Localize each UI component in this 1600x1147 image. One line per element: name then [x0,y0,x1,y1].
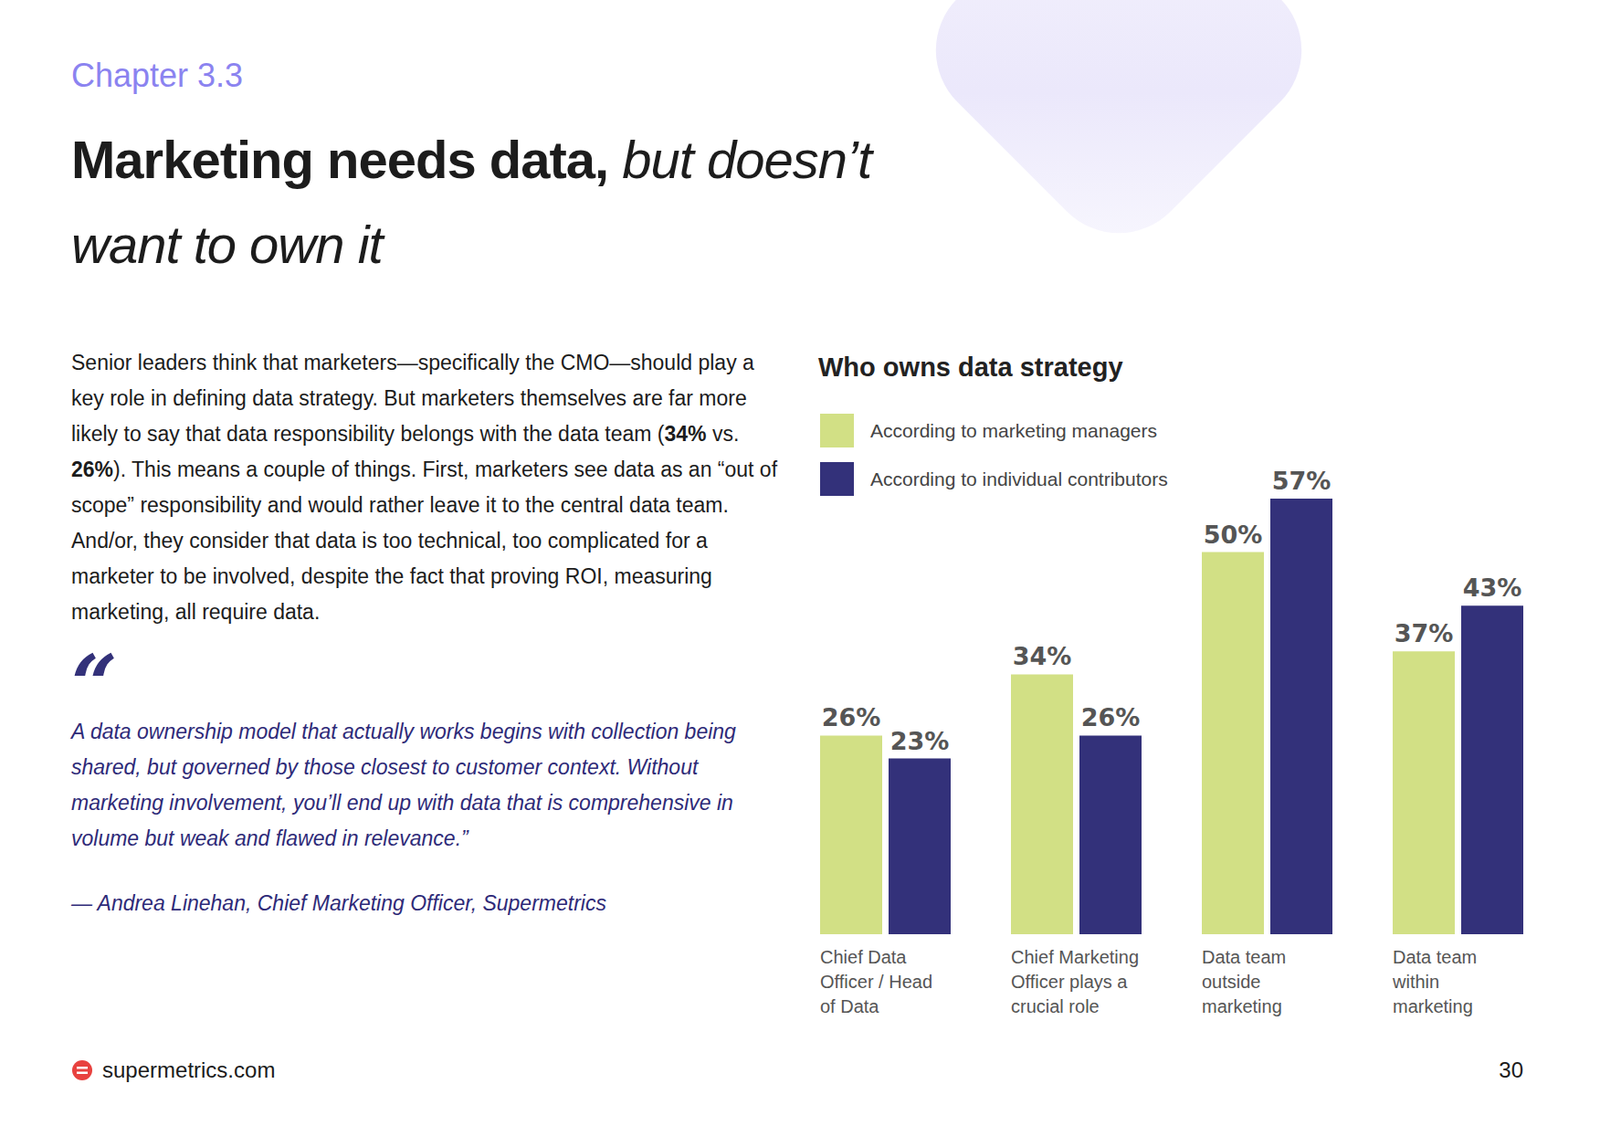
svg-text:Data teamwithinmarketing: Data teamwithinmarketing [1391,947,1477,1017]
svg-text:37%: 37% [1394,619,1454,648]
html-text:Who owns data strategy: Who owns data strategy [818,352,1123,382]
svg-text:26%: 26% [1081,703,1141,732]
html-text:Senior leaders think that mark: Senior leaders think that marketers—spec… [71,350,755,446]
html-text:A data ownership model that ac: A data ownership model that actually wor… [71,719,736,851]
svg-text:34%: 34% [1012,642,1073,671]
svg-text:23%: 23% [890,726,950,756]
html-text:— Andrea Linehan, Chief Market: — Andrea Linehan, Chief Marketing Office… [71,891,607,916]
svg-text:Chief DataOfficer / Headof Dat: Chief DataOfficer / Headof Data [820,947,933,1017]
svg-text:50%: 50% [1203,520,1264,549]
svg-text:Chief MarketingOfficer plays a: Chief MarketingOfficer plays acrucial ro… [1010,947,1139,1017]
html-text:Marketing needs data, but does: Marketing needs data, but doesn’t want t… [71,129,872,274]
svg-text:57%: 57% [1272,466,1332,495]
svg-text:43%: 43% [1463,573,1523,602]
html-text:30: 30 [1498,1057,1524,1083]
html-text:26%). This means a couple of t: 26%). This means a couple of things. Fir… [71,457,778,624]
html-text:supermetrics.com: supermetrics.com [102,1057,276,1083]
svg-text:Data teamoutsidemarketing: Data teamoutsidemarketing [1201,947,1286,1017]
svg-text:26%: 26% [821,703,882,732]
html-text:Chapter 3.3: Chapter 3.3 [71,56,244,95]
html-text:According to individual contri: According to individual contributors [870,468,1168,490]
html-text:According to marketing manager: According to marketing managers [870,419,1158,441]
